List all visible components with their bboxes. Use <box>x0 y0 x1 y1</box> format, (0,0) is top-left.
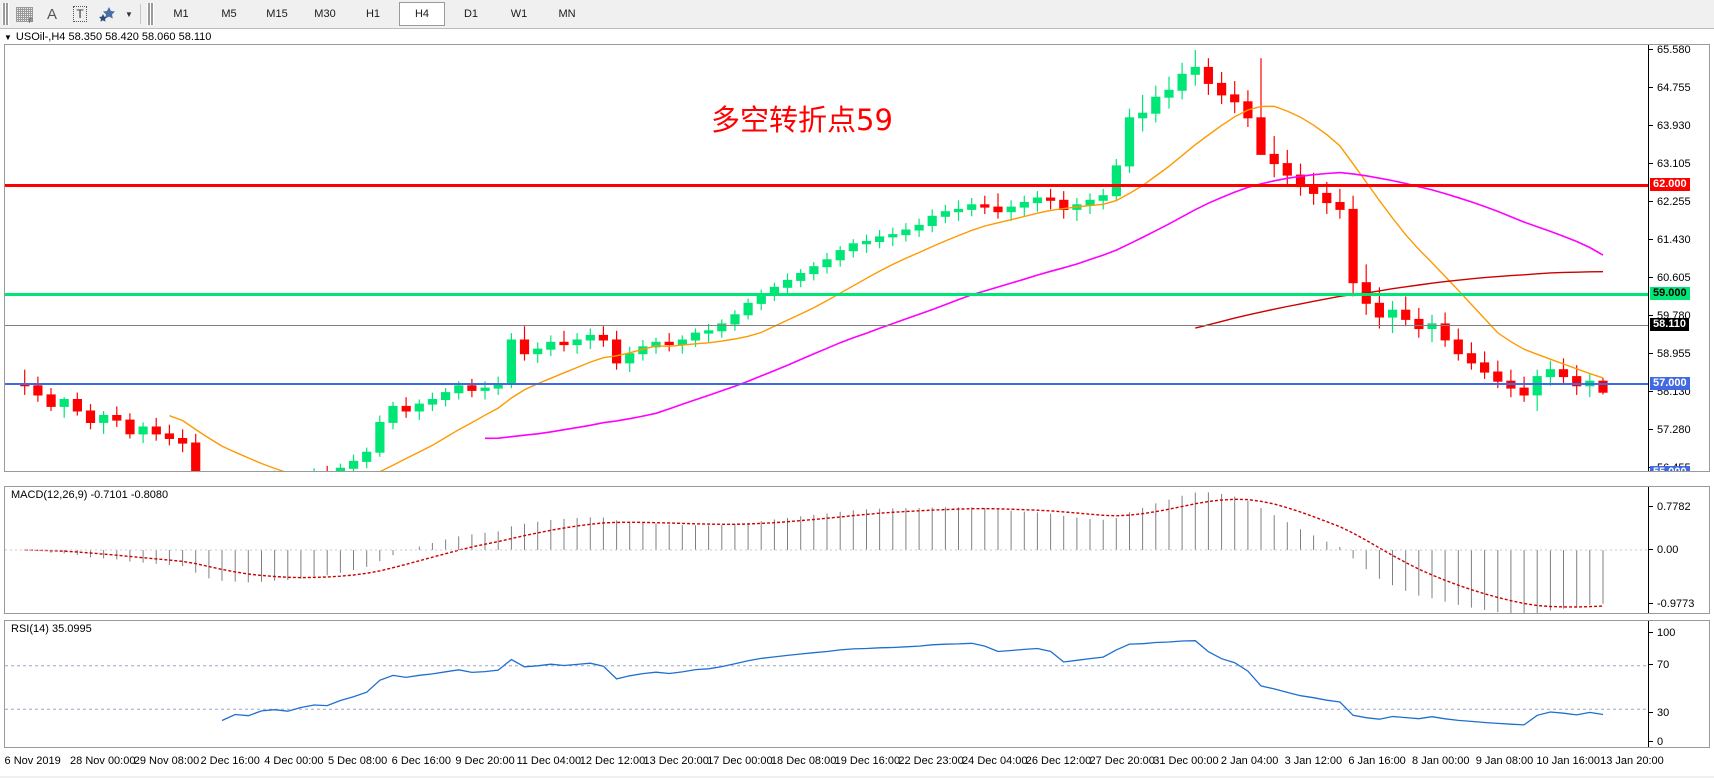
time-axis-label: 17 Dec 00:00 <box>707 755 773 767</box>
price-tick: 57.280 <box>1649 424 1691 436</box>
rsi-label: RSI(14) 35.0995 <box>11 623 92 635</box>
timeframe-drag-handle[interactable] <box>147 3 154 25</box>
support-line-59[interactable] <box>5 293 1649 296</box>
time-axis-label: 24 Dec 04:00 <box>962 755 1028 767</box>
timeframe-button-m15[interactable]: M15 <box>266 8 288 20</box>
objects-dropdown-caret-icon[interactable]: ▼ <box>125 9 133 19</box>
time-axis-label: 27 Dec 20:00 <box>1089 755 1155 767</box>
grid-sub-glyph: F <box>28 18 33 25</box>
macd-scale: 0.7782 0.00 -0.9773 <box>1648 487 1709 613</box>
price-chart-pane[interactable]: 多空转折点59 65.580 64.755 63.930 63.105 62.255 61… <box>4 44 1710 472</box>
text-label-icon[interactable]: A <box>38 2 66 26</box>
window-bottom-edge <box>0 776 1714 778</box>
price-tick: 65.580 <box>1649 45 1691 56</box>
price-plot-area[interactable]: 多空转折点59 <box>5 45 1649 471</box>
time-axis-label: 22 Dec 23:00 <box>898 755 964 767</box>
timeframe-button-m30[interactable]: M30 <box>314 8 336 20</box>
time-axis-label: 19 Dec 16:00 <box>834 755 901 767</box>
rsi-tick: 70 <box>1649 659 1669 671</box>
time-axis-label: 26 Dec 12:00 <box>1025 755 1092 767</box>
macd-pane[interactable]: MACD(12,26,9) -0.7101 -0.8080 0.7782 0.00… <box>4 486 1710 614</box>
macd-tick: 0.7782 <box>1649 501 1691 513</box>
letter-t-glyph: T <box>73 6 87 22</box>
macd-svg <box>5 492 1649 613</box>
symbol-bar: ▼ USOil-,H4 58.350 58.420 58.060 58.110 <box>0 29 1714 45</box>
rsi-tick: 0 <box>1649 736 1663 747</box>
time-axis-label: 28 Nov 00:00 <box>70 755 136 767</box>
level-badge-62: 62.000 <box>1650 178 1690 191</box>
rsi-tick: 100 <box>1649 627 1675 639</box>
level-badge-57: 57.000 <box>1650 377 1690 390</box>
time-axis-label: 2 Dec 16:00 <box>200 755 260 767</box>
time-axis-label: 13 Jan 20:00 <box>1600 755 1664 767</box>
price-tick: 64.755 <box>1649 82 1691 94</box>
time-axis-label: 9 Dec 20:00 <box>455 755 515 767</box>
rsi-tick: 30 <box>1649 707 1669 719</box>
time-axis[interactable]: 26 Nov 2019 28 Nov 00:00 29 Nov 08:00 2 Dec… <box>4 752 1710 774</box>
rsi-scale: 100 70 30 0 <box>1648 621 1709 747</box>
time-axis-label: 29 Nov 08:00 <box>133 755 200 767</box>
price-scale[interactable]: 65.580 64.755 63.930 63.105 62.255 61.430 60.6… <box>1648 45 1709 471</box>
macd-label: MACD(12,26,9) -0.7101 -0.8080 <box>11 489 169 501</box>
time-axis-label: 8 Jan 00:00 <box>1412 755 1470 767</box>
time-axis-label: 5 Dec 08:00 <box>327 755 388 767</box>
timeframe-button-h1[interactable]: H1 <box>365 8 381 20</box>
price-tick: 63.105 <box>1649 158 1691 170</box>
letter-a-glyph: A <box>46 5 57 23</box>
time-axis-label: 12 Dec 12:00 <box>579 755 646 767</box>
resistance-line-62[interactable] <box>5 184 1649 187</box>
objects-icon[interactable] <box>94 2 122 26</box>
time-axis-label: 18 Dec 08:00 <box>770 755 837 767</box>
price-tick: 60.605 <box>1649 272 1691 284</box>
symbol-ohlc-text: USOil-,H4 58.350 58.420 58.060 58.110 <box>15 31 212 43</box>
price-tick: 58.955 <box>1649 348 1691 360</box>
time-axis-label: 3 Jan 12:00 <box>1284 755 1343 767</box>
macd-tick: -0.9773 <box>1649 598 1694 610</box>
timeframe-button-m1[interactable]: M1 <box>173 8 189 20</box>
timeframe-button-mn[interactable]: MN <box>558 8 576 20</box>
price-tick: 63.930 <box>1649 120 1691 132</box>
time-axis-label: 31 Dec 00:00 <box>1153 755 1219 767</box>
support-line-57[interactable] <box>5 383 1649 385</box>
timeframe-button-h4[interactable]: H4 <box>399 2 445 26</box>
text-object-icon[interactable]: T <box>66 2 94 26</box>
timeframe-button-m5[interactable]: M5 <box>221 8 237 20</box>
price-tick: 62.255 <box>1649 196 1691 208</box>
price-tick: 61.430 <box>1649 234 1691 246</box>
time-axis-label: 26 Nov 2019 <box>4 755 61 767</box>
macd-tick: 0.00 <box>1649 544 1678 556</box>
toolbar: F A T ▼ M1 M5 M15 M30 H1 H4 D1 W1 MN <box>0 0 1714 29</box>
last-price-line[interactable] <box>5 325 1649 326</box>
time-axis-label: 2 Jan 04:00 <box>1220 755 1279 767</box>
timeframe-group: M1 M5 M15 M30 H1 H4 D1 W1 MN <box>159 2 589 26</box>
last-price-badge: 58.110 <box>1650 318 1690 331</box>
time-axis-label: 6 Dec 16:00 <box>391 755 451 767</box>
toolbar-drag-handle[interactable] <box>2 3 9 25</box>
timeframe-button-d1[interactable]: D1 <box>463 8 479 20</box>
time-axis-label: 11 Dec 04:00 <box>516 755 582 767</box>
rsi-plot-area[interactable]: RSI(14) 35.0995 <box>5 621 1649 747</box>
level-badge-55: 55.000 <box>1650 466 1690 471</box>
time-axis-label: 6 Jan 16:00 <box>1348 755 1406 767</box>
rsi-pane[interactable]: RSI(14) 35.0995 100 70 30 0 <box>4 620 1710 748</box>
shapes-glyph <box>99 7 115 22</box>
toolbar-separator <box>140 4 141 24</box>
candlestick-svg <box>20 50 1608 471</box>
grid-glyph <box>15 6 33 22</box>
level-badge-59: 59.000 <box>1650 287 1690 300</box>
time-axis-label: 4 Dec 00:00 <box>264 755 324 767</box>
time-axis-label: 13 Dec 20:00 <box>643 755 709 767</box>
chart-annotation-text: 多空转折点59 <box>711 103 893 137</box>
symbol-collapse-icon[interactable]: ▼ <box>4 32 12 42</box>
macd-plot-area[interactable]: MACD(12,26,9) -0.7101 -0.8080 <box>5 487 1649 613</box>
rsi-svg <box>5 640 1649 726</box>
timeframe-button-w1[interactable]: W1 <box>510 8 528 20</box>
crosshair-grid-icon[interactable]: F <box>10 2 38 26</box>
time-axis-label: 10 Jan 16:00 <box>1536 755 1601 767</box>
time-axis-label: 9 Jan 08:00 <box>1475 755 1534 767</box>
